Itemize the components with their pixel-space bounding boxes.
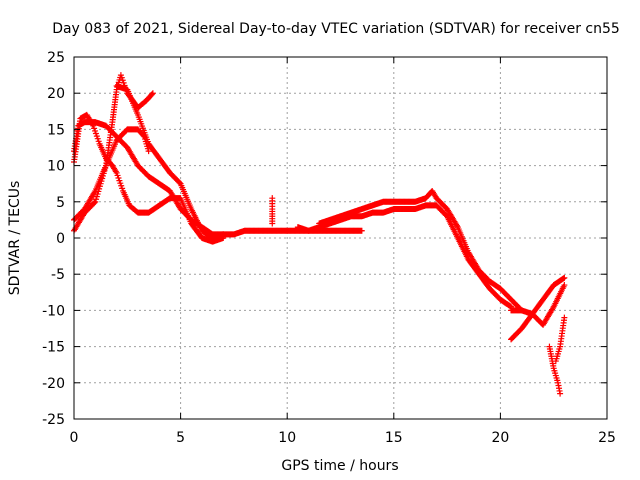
y-tick-label: -15 <box>42 340 65 356</box>
x-tick-label: 10 <box>278 430 296 446</box>
data-point <box>149 91 156 98</box>
x-axis-label: GPS time / hours <box>281 458 398 474</box>
data-point <box>557 390 564 397</box>
y-tick-label: -5 <box>51 267 65 283</box>
data-point <box>561 314 568 321</box>
y-tick-label: 20 <box>47 86 65 102</box>
data-point <box>149 90 156 97</box>
y-tick-label: -20 <box>42 376 65 392</box>
data-point <box>549 305 556 312</box>
data-point <box>358 227 365 234</box>
x-tick-label: 25 <box>598 430 616 446</box>
x-tick-label: 15 <box>385 430 403 446</box>
y-tick-label: 10 <box>47 159 65 175</box>
data-point <box>89 121 96 128</box>
x-tick-label: 5 <box>176 430 185 446</box>
grid-lines <box>74 57 607 419</box>
data-point <box>453 222 460 229</box>
x-tick-label: 20 <box>491 430 509 446</box>
series-arc-j <box>508 282 568 328</box>
series-arc-g <box>294 224 365 234</box>
series-arc-l <box>552 314 568 365</box>
y-tick-label: 0 <box>56 231 65 247</box>
data-point <box>561 282 568 289</box>
y-tick-label: -10 <box>42 303 65 319</box>
chart-title: Day 083 of 2021, Sidereal Day-to-day VTE… <box>52 21 620 37</box>
x-tick-label: 0 <box>70 430 79 446</box>
data-point <box>91 189 98 196</box>
y-tick-label: 15 <box>47 122 65 138</box>
y-tick-label: 25 <box>47 50 65 66</box>
y-axis-label: SDTVAR / TECUs <box>7 181 23 296</box>
series-arc-c <box>71 126 152 223</box>
series-spike <box>269 195 276 227</box>
data-point <box>91 199 98 206</box>
series-arc-k <box>546 343 564 397</box>
y-tick-label: -25 <box>42 412 65 428</box>
series-arc-h <box>316 187 525 314</box>
data-point <box>561 274 568 281</box>
axis-ticks: 0 5 10 15 20 25 -25 -20 -15 -10 -5 0 5 10 15 20 25 <box>42 50 616 446</box>
series-arc-i <box>508 274 568 343</box>
data-point <box>269 220 276 227</box>
data-series <box>71 72 568 397</box>
y-tick-label: 5 <box>56 195 65 211</box>
series-arc-e <box>113 82 227 241</box>
